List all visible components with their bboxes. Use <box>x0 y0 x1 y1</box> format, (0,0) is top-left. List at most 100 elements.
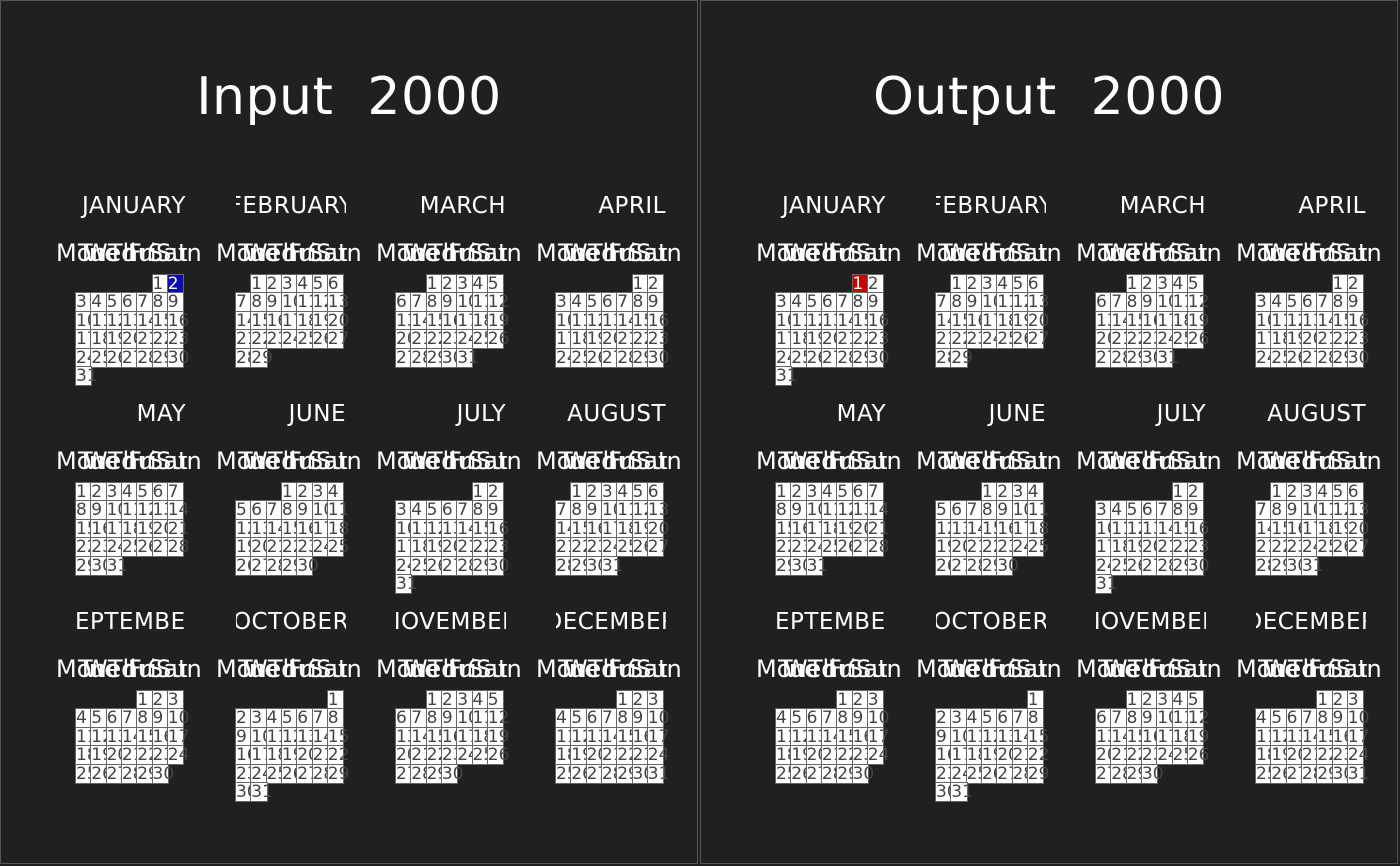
day-cell[interactable]: 31 <box>394 574 418 594</box>
day-cell[interactable]: 11 <box>265 726 289 747</box>
day-cell[interactable]: 24 <box>1156 745 1179 766</box>
day-cell[interactable]: 15 <box>1270 518 1293 539</box>
day-cell[interactable]: 31 <box>774 366 798 386</box>
day-cell[interactable]: 7 <box>410 708 428 729</box>
day-cell[interactable]: 6 <box>1094 708 1113 729</box>
day-cell[interactable]: 21 <box>554 537 578 558</box>
day-cell[interactable]: 9 <box>90 500 108 521</box>
day-cell[interactable]: 29 <box>136 763 159 784</box>
day-cell[interactable]: 14 <box>965 518 989 539</box>
day-cell[interactable]: 3 <box>1011 482 1029 502</box>
day-cell[interactable]: 26 <box>1011 329 1035 350</box>
day-cell[interactable]: 5 <box>631 482 649 502</box>
day-cell[interactable]: 11 <box>74 726 98 747</box>
day-cell[interactable]: 7 <box>1254 500 1273 521</box>
day-cell[interactable]: 22 <box>774 537 798 558</box>
day-cell[interactable]: 16 <box>265 310 289 331</box>
day-cell[interactable]: 11 <box>410 518 433 539</box>
day-cell[interactable]: 3 <box>1254 292 1273 313</box>
day-cell[interactable]: 26 <box>1125 555 1149 576</box>
day-cell[interactable]: 18 <box>1254 745 1278 766</box>
day-cell[interactable]: 23 <box>151 745 175 766</box>
day-cell[interactable]: 29 <box>1125 763 1149 784</box>
day-cell[interactable]: 28 <box>265 555 289 576</box>
day-cell[interactable]: 8 <box>1331 292 1349 313</box>
day-cell[interactable]: 10 <box>1300 500 1324 521</box>
day-cell[interactable]: 6 <box>1094 292 1113 313</box>
day-cell[interactable]: 2 <box>585 482 603 502</box>
day-cell[interactable]: 17 <box>1156 310 1179 331</box>
day-cell[interactable]: 5 <box>1125 500 1143 521</box>
day-cell[interactable]: 26 <box>90 763 113 784</box>
day-cell[interactable]: 2 <box>265 274 283 294</box>
day-cell[interactable]: 3 <box>1346 690 1365 710</box>
day-cell[interactable]: 13 <box>394 726 418 747</box>
day-cell[interactable]: 6 <box>1346 482 1365 502</box>
day-cell[interactable]: 8 <box>1270 500 1288 521</box>
day-cell[interactable]: 19 <box>805 329 829 350</box>
day-cell[interactable]: 29 <box>250 347 273 368</box>
day-cell[interactable]: 9 <box>1140 292 1159 313</box>
day-cell[interactable]: 7 <box>311 708 329 729</box>
day-cell[interactable]: 13 <box>250 518 273 539</box>
day-cell[interactable]: 19 <box>1270 745 1293 766</box>
day-cell[interactable]: 26 <box>570 763 593 784</box>
day-cell[interactable]: 27 <box>646 537 670 558</box>
day-cell[interactable]: 18 <box>265 745 289 766</box>
day-cell[interactable]: 18 <box>296 310 319 331</box>
day-cell[interactable]: 13 <box>1140 518 1164 539</box>
day-cell[interactable]: 6 <box>120 292 139 313</box>
day-cell[interactable]: 14 <box>120 726 144 747</box>
day-cell[interactable]: 9 <box>166 292 185 313</box>
day-cell[interactable]: 29 <box>471 555 495 576</box>
day-cell[interactable]: 13 <box>326 292 350 313</box>
day-cell[interactable]: 25 <box>90 347 113 368</box>
day-cell[interactable]: 25 <box>554 763 578 784</box>
day-cell[interactable]: 15 <box>326 726 350 747</box>
day-cell[interactable]: 29 <box>774 555 798 576</box>
day-cell[interactable]: 28 <box>166 537 190 558</box>
day-cell[interactable]: 4 <box>774 708 793 729</box>
day-cell[interactable]: 17 <box>554 329 578 350</box>
day-cell[interactable]: 6 <box>820 292 839 313</box>
day-cell[interactable]: 16 <box>440 310 464 331</box>
day-cell[interactable]: 27 <box>1285 763 1309 784</box>
day-cell[interactable]: 25 <box>996 329 1019 350</box>
day-cell[interactable]: 30 <box>90 555 113 576</box>
day-cell[interactable]: 1 <box>280 482 299 502</box>
day-cell[interactable]: 16 <box>646 310 670 331</box>
day-cell[interactable]: 1 <box>1270 482 1288 502</box>
day-cell[interactable]: 17 <box>646 726 670 747</box>
day-cell[interactable]: 4 <box>74 708 93 729</box>
day-cell[interactable]: 20 <box>120 329 144 350</box>
day-cell[interactable]: 17 <box>74 329 98 350</box>
day-cell[interactable]: 27 <box>805 763 829 784</box>
day-cell[interactable]: 28 <box>1110 763 1133 784</box>
day-cell[interactable]: 1 <box>250 274 268 294</box>
day-cell[interactable]: 13 <box>1300 310 1324 331</box>
day-cell[interactable]: 3 <box>646 690 665 710</box>
day-cell[interactable]: 13 <box>151 500 175 521</box>
day-cell[interactable]: 7 <box>554 500 573 521</box>
day-cell[interactable]: 4 <box>471 274 489 294</box>
day-cell[interactable]: 11 <box>616 500 639 521</box>
day-cell[interactable]: 8 <box>1125 708 1143 729</box>
day-cell[interactable]: 29 <box>1026 763 1050 784</box>
day-cell[interactable]: 16 <box>1140 726 1164 747</box>
day-cell[interactable]: 6 <box>1300 292 1319 313</box>
day-cell[interactable]: 6 <box>646 482 665 502</box>
day-cell[interactable]: 18 <box>774 745 798 766</box>
day-cell[interactable]: 22 <box>1125 329 1149 350</box>
day-cell[interactable]: 14 <box>1316 310 1339 331</box>
day-cell[interactable]: 20 <box>950 537 973 558</box>
day-cell[interactable]: 27 <box>394 347 418 368</box>
day-cell[interactable]: 18 <box>74 745 98 766</box>
day-cell[interactable]: 13 <box>394 310 418 331</box>
day-cell[interactable]: 22 <box>326 745 350 766</box>
day-cell[interactable]: 26 <box>425 555 449 576</box>
day-cell[interactable]: 30 <box>296 555 319 576</box>
day-cell[interactable]: 29 <box>151 347 175 368</box>
day-cell[interactable]: 28 <box>934 347 958 368</box>
day-cell[interactable]: 21 <box>410 329 433 350</box>
day-cell[interactable]: 13 <box>296 726 319 747</box>
